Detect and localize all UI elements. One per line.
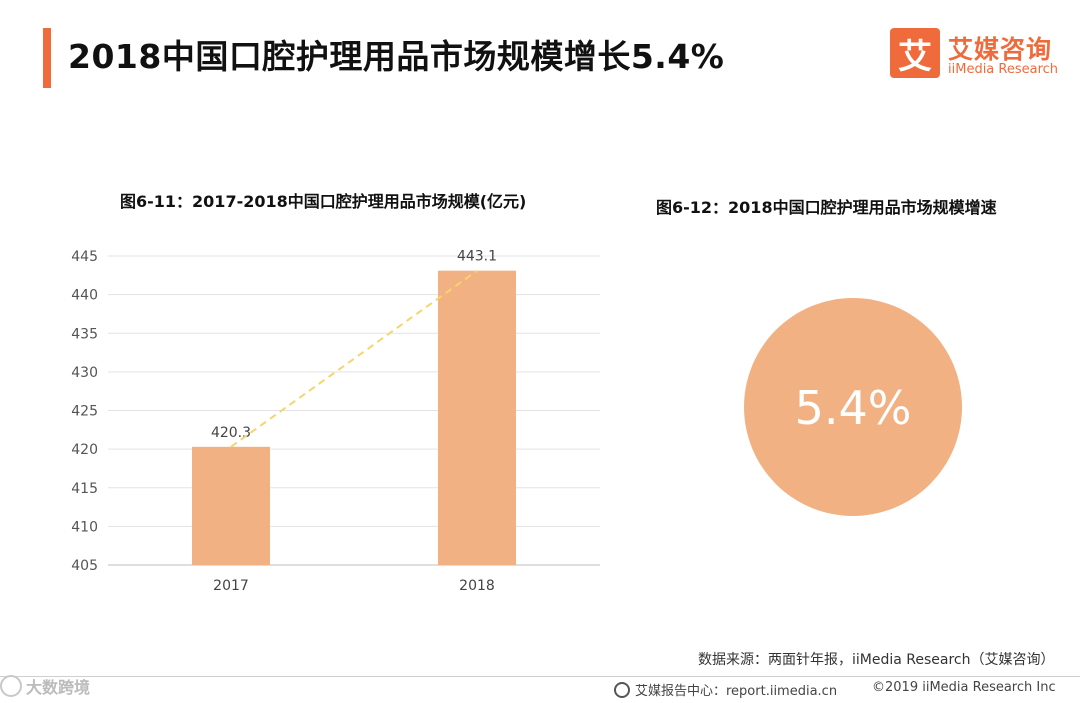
data-source-note: 数据来源：两面针年报，iiMedia Research（艾媒咨询） <box>698 652 1055 668</box>
report-center-text: 艾媒报告中心：report.iimedia.cn <box>635 684 838 699</box>
y-tick-label: 425 <box>71 404 98 420</box>
bar-value-label: 420.3 <box>211 425 251 441</box>
y-tick-label: 440 <box>71 288 98 304</box>
bar <box>438 270 516 565</box>
y-tick-label: 445 <box>71 249 98 265</box>
y-tick-label: 430 <box>71 365 98 381</box>
bar <box>192 446 270 565</box>
growth-circle <box>744 298 962 516</box>
page-title: 2018中国口腔护理用品市场规模增长5.4% <box>68 37 725 76</box>
y-tick-label: 435 <box>71 326 98 342</box>
watermark: 大数跨境 <box>0 674 160 698</box>
logo-name-cn: 艾媒咨询 <box>948 35 1053 64</box>
growth-chart-title: 图6-12：2018中国口腔护理用品市场规模增速 <box>656 198 997 217</box>
watermark-icon <box>0 675 22 697</box>
y-tick-label: 420 <box>71 442 98 458</box>
growth-value-label: 5.4% <box>795 381 912 435</box>
watermark-text: 大数跨境 <box>26 678 91 697</box>
logo-mark: 艾 <box>890 28 940 78</box>
y-tick-label: 410 <box>71 519 98 535</box>
footer-divider <box>0 676 1080 677</box>
x-tick-label: 2018 <box>459 578 495 594</box>
globe-icon <box>614 681 630 698</box>
bar-chart-title: 图6-11：2017-2018中国口腔护理用品市场规模(亿元) <box>120 192 527 211</box>
y-tick-label: 415 <box>71 481 98 497</box>
report-center: 艾媒报告中心：report.iimedia.cn <box>614 680 837 699</box>
trend-line <box>230 269 478 448</box>
title-accent-bar <box>43 28 51 88</box>
iimedia-logo: 艾 艾媒咨询 iiMedia Research <box>890 28 1065 84</box>
bar-value-label: 443.1 <box>457 249 497 265</box>
x-tick-label: 2017 <box>213 578 249 594</box>
y-tick-label: 405 <box>71 558 98 574</box>
copyright: ©2019 iiMedia Research Inc <box>872 680 1056 695</box>
logo-name-en: iiMedia Research <box>948 62 1059 77</box>
